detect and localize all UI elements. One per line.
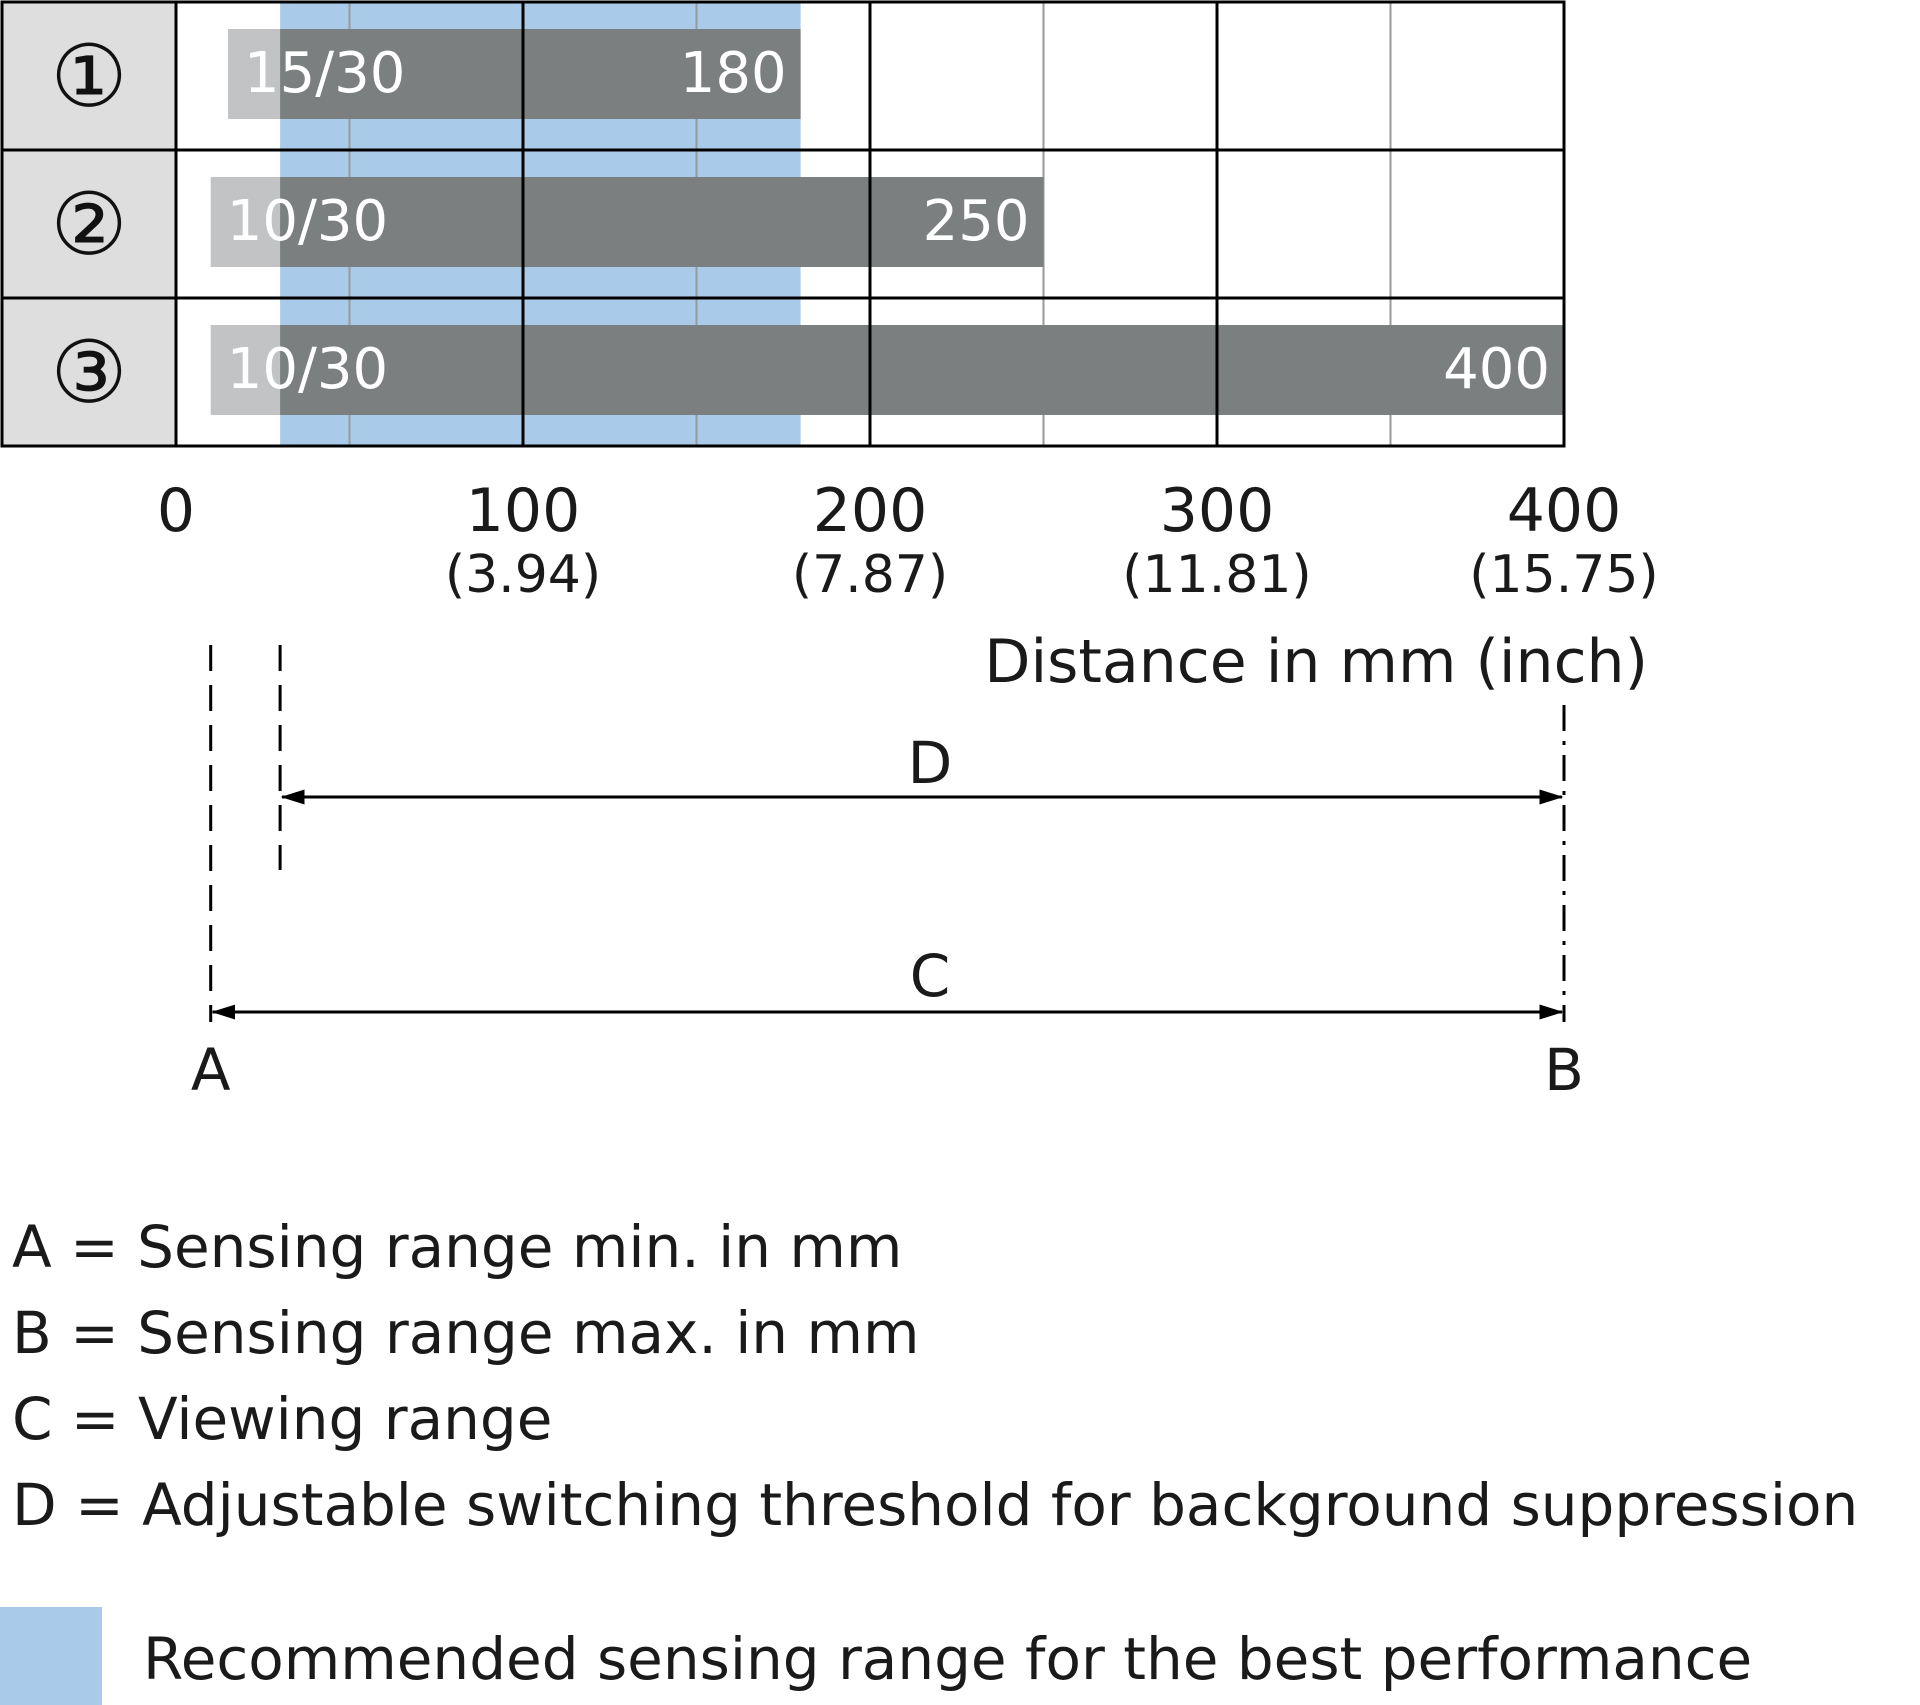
recommended-range-swatch bbox=[0, 1607, 102, 1705]
point-b-label: B bbox=[1544, 1036, 1584, 1104]
row-id-label: ① bbox=[50, 27, 127, 127]
legend-item-a: A = Sensing range min. in mm bbox=[12, 1213, 903, 1281]
bar-max-label: 250 bbox=[923, 189, 1030, 254]
dimension-d-label: D bbox=[908, 729, 953, 797]
row-id-label: ② bbox=[50, 175, 127, 275]
bar-min-segment bbox=[210, 177, 281, 267]
point-a-label: A bbox=[191, 1036, 231, 1104]
x-tick-inch-label: (7.87) bbox=[792, 545, 948, 605]
legend-item-b: B = Sensing range max. in mm bbox=[12, 1299, 920, 1367]
dimension-c-label: C bbox=[910, 942, 951, 1010]
bar-range-segment bbox=[280, 29, 801, 119]
legend-item-d: D = Adjustable switching threshold for b… bbox=[12, 1471, 1859, 1539]
bar-min-label: 10/30 bbox=[227, 189, 388, 254]
bar-min-segment bbox=[210, 325, 281, 415]
bar-max-label: 400 bbox=[1443, 337, 1550, 402]
row-header-column bbox=[2, 2, 176, 446]
x-tick-inch-label: (11.81) bbox=[1122, 545, 1311, 605]
x-tick-label: 200 bbox=[813, 476, 928, 546]
x-tick-inch-label: (15.75) bbox=[1469, 545, 1658, 605]
bar-min-segment bbox=[228, 29, 281, 119]
x-tick-label: 0 bbox=[157, 476, 195, 546]
x-axis-title: Distance in mm (inch) bbox=[984, 627, 1648, 697]
table-frame bbox=[0, 0, 1566, 448]
x-tick-label: 100 bbox=[466, 476, 581, 546]
x-tick-label: 300 bbox=[1160, 476, 1275, 546]
bar-range-segment bbox=[280, 177, 1044, 267]
bar-min-label: 15/30 bbox=[244, 41, 405, 106]
bar-range-segment bbox=[280, 325, 1565, 415]
recommended-range-note: Recommended sensing range for the best p… bbox=[143, 1625, 1753, 1693]
row-id-label: ③ bbox=[50, 323, 127, 423]
bar-min-label: 10/30 bbox=[227, 337, 388, 402]
legend-item-c: C = Viewing range bbox=[12, 1385, 553, 1453]
x-tick-inch-label: (3.94) bbox=[445, 545, 601, 605]
x-tick-label: 400 bbox=[1507, 476, 1622, 546]
bar-max-label: 180 bbox=[680, 41, 787, 106]
